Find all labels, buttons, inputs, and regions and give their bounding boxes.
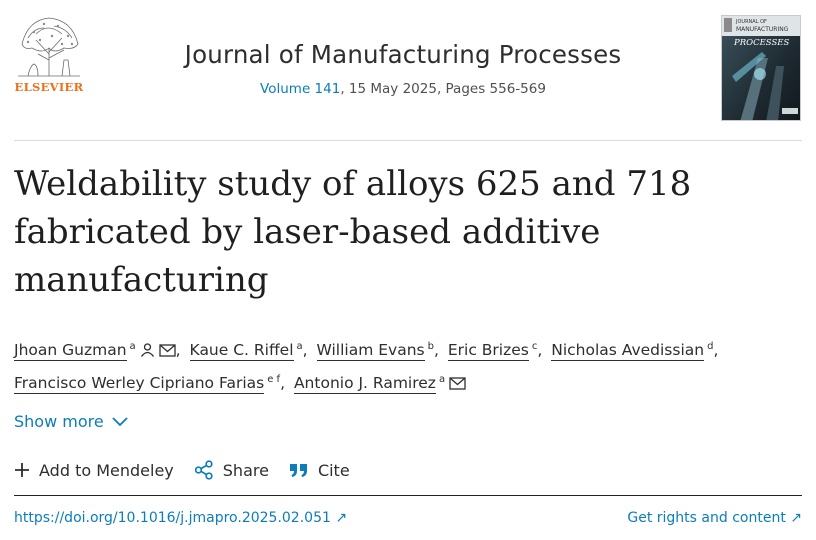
author-affiliation: b	[427, 341, 434, 352]
author-item[interactable]: Kaue C. Riffel a	[189, 341, 303, 361]
cover-title: MANUFACTURING	[736, 26, 789, 33]
author-item[interactable]: William Evans b	[316, 341, 434, 361]
header-divider	[14, 140, 802, 141]
share-label: Share	[222, 460, 269, 480]
author-item[interactable]: Jhoan Guzman a	[14, 341, 176, 361]
actions-divider	[14, 495, 802, 496]
author-affiliation: a	[129, 341, 136, 352]
doi-link[interactable]: https://doi.org/10.1016/j.jmapro.2025.02…	[14, 510, 347, 526]
journal-header: Journal of Manufacturing Processes Volum…	[150, 40, 656, 97]
author-name[interactable]: Eric Brizes	[447, 341, 529, 361]
show-more-button[interactable]: Show more	[14, 412, 128, 431]
plus-icon	[15, 463, 29, 477]
author-name[interactable]: Nicholas Avedissian	[551, 341, 705, 361]
quote-icon	[289, 464, 307, 477]
external-link-icon: ↗	[790, 510, 802, 526]
author-affiliation: a	[438, 374, 446, 385]
author-name[interactable]: Antonio J. Ramirez	[293, 374, 436, 394]
chevron-down-icon	[112, 416, 128, 426]
external-link-icon: ↗	[335, 510, 348, 526]
author-affiliation: c	[531, 341, 538, 352]
author-name[interactable]: Francisco Werley Cipriano Farias	[14, 374, 265, 394]
get-rights-link[interactable]: Get rights and content ↗	[627, 510, 802, 526]
author-name[interactable]: William Evans	[316, 341, 425, 361]
cite-label: Cite	[317, 460, 350, 480]
elsevier-logo[interactable]	[14, 14, 84, 94]
volume-link[interactable]: Volume 141	[260, 81, 341, 97]
author-item[interactable]: Francisco Werley Cipriano Farias e f	[14, 374, 281, 394]
author-item[interactable]: Eric Brizes c	[447, 341, 538, 361]
cover-small-title: JOURNAL OF	[736, 19, 767, 25]
share-button[interactable]: Share	[194, 460, 269, 480]
author-affiliation: e f	[267, 374, 281, 385]
article-title: Weldability study of alloys 625 and 718 …	[14, 164, 692, 300]
person-icon[interactable]	[140, 338, 155, 366]
cite-button[interactable]: Cite	[289, 461, 350, 480]
get-rights-text: Get rights and content	[627, 510, 786, 526]
journal-cover-image	[722, 16, 800, 120]
journal-cover[interactable]: JOURNAL OF MANUFACTURING PROCESSES	[721, 15, 801, 121]
share-icon	[194, 460, 213, 480]
add-to-mendeley-button[interactable]: Add to Mendeley	[14, 461, 174, 480]
author-affiliation: d	[707, 341, 714, 352]
elsevier-tree-icon	[14, 14, 84, 80]
author-list: Jhoan Guzman a, Kaue C. Riffel a, William …	[14, 333, 794, 399]
email-icon[interactable]	[159, 338, 176, 366]
author-name[interactable]: Jhoan Guzman	[14, 341, 127, 361]
issue-date-pages: , 15 May 2025, Pages 556-569	[340, 81, 546, 97]
author-name[interactable]: Kaue C. Riffel	[189, 341, 294, 361]
author-affiliation: a	[296, 341, 303, 352]
email-icon[interactable]	[449, 371, 466, 399]
doi-text: https://doi.org/10.1016/j.jmapro.2025.02…	[14, 510, 331, 526]
article-actions: Add to Mendeley Share Cite	[14, 460, 350, 480]
author-item[interactable]: Antonio J. Ramirez a	[293, 374, 466, 394]
show-more-label: Show more	[14, 412, 104, 431]
journal-issue-info: Volume 141, 15 May 2025, Pages 556-569	[150, 81, 656, 97]
elsevier-wordmark: ELSEVIER	[14, 80, 84, 94]
journal-title[interactable]: Journal of Manufacturing Processes	[184, 40, 622, 69]
cover-title-2: PROCESSES	[734, 38, 790, 48]
author-item[interactable]: Nicholas Avedissian d	[551, 341, 714, 361]
add-to-mendeley-label: Add to Mendeley	[39, 460, 174, 480]
